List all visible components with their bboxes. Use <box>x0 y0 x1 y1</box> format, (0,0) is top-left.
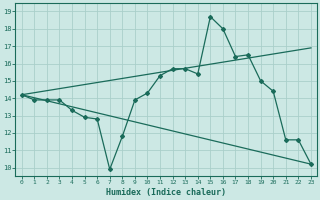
X-axis label: Humidex (Indice chaleur): Humidex (Indice chaleur) <box>106 188 226 197</box>
